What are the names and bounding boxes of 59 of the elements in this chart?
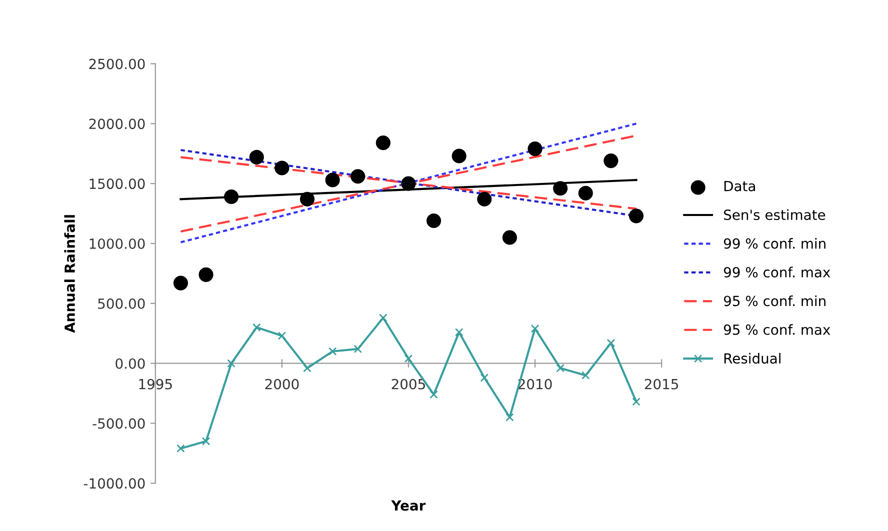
point xyxy=(477,192,492,206)
point xyxy=(480,374,489,382)
point xyxy=(274,160,290,176)
point xyxy=(528,142,542,156)
point xyxy=(556,364,564,372)
point xyxy=(454,328,464,336)
point xyxy=(426,213,442,228)
y-tick-label: 500.00 xyxy=(98,298,145,309)
legend-label: 95 % conf. min xyxy=(724,295,826,306)
legend-label: 99 % conf. max xyxy=(724,266,830,278)
point xyxy=(300,192,315,206)
legend-label: Sen's estimate xyxy=(724,209,826,220)
legend-label: 99 % conf. min xyxy=(724,238,826,249)
x-tick-label: 1995 xyxy=(139,378,172,390)
y-tick-label: 1500.00 xyxy=(90,178,145,190)
y-tick-label: -1000.00 xyxy=(84,478,145,489)
point xyxy=(224,189,239,204)
point xyxy=(502,230,517,245)
y-axis-title: Annual Rainfall xyxy=(64,215,75,333)
y-tick-label: -500.00 xyxy=(92,418,145,429)
x-axis-title: Year xyxy=(391,500,426,511)
point xyxy=(325,172,340,188)
x-tick-label: 2015 xyxy=(644,378,678,390)
point xyxy=(227,359,236,368)
point xyxy=(404,354,413,363)
legend-label: Residual xyxy=(724,352,780,364)
point xyxy=(628,208,644,224)
point xyxy=(632,398,640,406)
point xyxy=(553,181,568,196)
point xyxy=(606,338,616,348)
point xyxy=(376,136,390,150)
point xyxy=(303,364,312,372)
point xyxy=(430,390,438,399)
point xyxy=(379,314,388,322)
legend-label: Data xyxy=(724,181,755,192)
y-tick-label: 0.00 xyxy=(116,358,145,369)
point xyxy=(249,150,264,164)
point xyxy=(252,323,261,332)
point xyxy=(176,444,185,453)
y-tick-label: 1000.00 xyxy=(90,238,145,249)
point xyxy=(581,371,590,380)
point xyxy=(604,154,618,168)
legend-label: 95 % conf. max xyxy=(724,324,830,335)
point xyxy=(202,437,210,446)
x-tick-label: 2000 xyxy=(265,378,299,390)
y-tick-label: 2000.00 xyxy=(89,118,145,130)
point xyxy=(530,324,540,333)
point xyxy=(350,169,366,184)
y-tick-label: 2500.00 xyxy=(89,58,145,70)
point xyxy=(401,176,416,191)
point xyxy=(578,186,593,200)
point xyxy=(198,267,214,282)
x-tick-label: 2005 xyxy=(392,378,425,390)
point xyxy=(278,332,286,340)
point xyxy=(328,347,337,356)
point xyxy=(452,148,466,164)
point xyxy=(173,276,188,290)
point xyxy=(354,344,362,354)
point xyxy=(506,413,514,422)
